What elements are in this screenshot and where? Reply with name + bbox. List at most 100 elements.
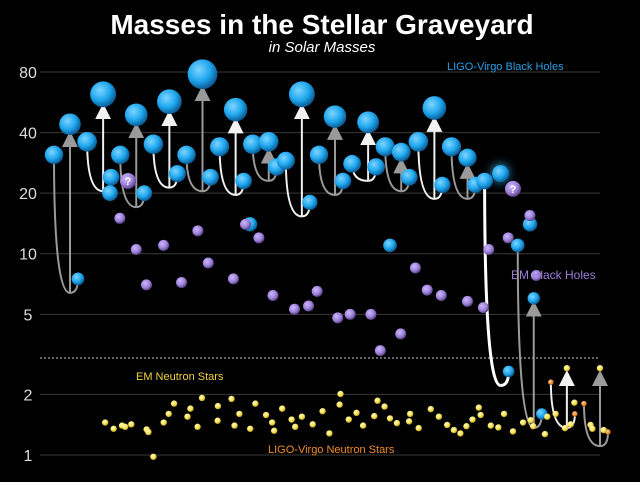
em-neutron-star — [353, 409, 360, 417]
ligo-black-hole — [400, 168, 418, 186]
ligo-black-hole — [71, 272, 85, 286]
em-neutron-star — [544, 413, 551, 420]
em-neutron-star — [198, 394, 206, 402]
y-tick-label: 80 — [19, 65, 37, 82]
ligo-black-hole — [243, 134, 263, 154]
merger-path — [583, 403, 601, 448]
ligo-black-hole — [102, 185, 118, 202]
em-neutron-star — [288, 416, 295, 423]
em-neutron-star — [552, 410, 559, 418]
em-black-hole — [502, 232, 514, 244]
em-neutron-star — [145, 428, 152, 436]
grid-lines — [40, 71, 600, 456]
em-neutron-star — [184, 413, 191, 420]
ligo-black-hole — [258, 131, 279, 152]
unknown-object — [505, 180, 521, 197]
ligo-black-hole — [334, 172, 352, 190]
em-neutron-star — [336, 401, 343, 408]
em-black-hole — [114, 212, 126, 224]
em-ns-label: EM Neutron Stars — [136, 371, 224, 383]
em-neutron-star — [101, 419, 109, 426]
ligo-black-hole — [276, 151, 295, 170]
em-neutron-star — [567, 421, 574, 428]
ligo-black-hole — [391, 142, 411, 162]
em-black-hole — [332, 312, 344, 324]
em-neutron-star — [214, 402, 222, 410]
em-neutron-star — [319, 408, 326, 415]
merger-path — [53, 154, 71, 294]
em-black-hole — [374, 345, 386, 357]
em-neutron-star — [170, 400, 178, 407]
ligo-black-hole — [383, 238, 397, 253]
ligo-black-hole — [510, 238, 525, 253]
em-neutron-star — [475, 404, 483, 411]
y-tick-label: 20 — [19, 186, 37, 203]
em-neutron-star — [194, 423, 201, 431]
merger-remnant — [596, 364, 604, 372]
em-neutron-star — [309, 421, 316, 428]
em-black-hole — [158, 239, 170, 251]
merger-path — [516, 245, 535, 429]
y-tick-label: 5 — [24, 307, 33, 324]
em-neutron-star — [435, 413, 443, 420]
em-black-hole — [524, 209, 536, 221]
ligo-black-hole — [408, 131, 429, 152]
em-neutron-star — [214, 417, 221, 424]
em-neutron-star — [247, 425, 254, 432]
em-black-hole — [267, 290, 279, 302]
em-neutron-star — [279, 405, 286, 412]
em-neutron-star — [381, 403, 388, 410]
em-neutron-star — [393, 419, 401, 427]
unknown-object — [120, 172, 136, 189]
em-neutron-star — [326, 430, 333, 437]
em-neutron-star — [268, 419, 276, 426]
ligo-black-hole — [302, 194, 318, 211]
merger-path — [284, 160, 303, 218]
ligo-black-hole — [492, 165, 510, 183]
em-black-hole — [311, 285, 323, 297]
ligo-black-hole — [367, 158, 385, 176]
unknown-marker: ? — [125, 176, 132, 188]
em-black-hole — [477, 302, 489, 314]
em-black-hole — [530, 269, 542, 281]
em-neutron-star — [110, 425, 117, 432]
ligo-ns-label: LIGO-Virgo Neutron Stars — [268, 444, 395, 456]
merger-path — [549, 382, 568, 429]
y-axis-tick-labels: 1 2 5 10 20 40 80 — [19, 65, 37, 465]
chart-subtitle: in Solar Masses — [269, 39, 376, 56]
em-black-hole — [140, 279, 152, 291]
em-neutron-star — [477, 411, 484, 419]
em-neutron-star — [374, 397, 381, 404]
em-neutron-star — [165, 410, 172, 418]
ligo-black-hole — [90, 81, 117, 108]
em-neutron-star — [509, 428, 517, 435]
ligo-black-hole — [375, 137, 395, 157]
ligo-black-hole — [111, 145, 130, 165]
ligo-black-hole — [434, 176, 451, 193]
em-neutron-star — [530, 423, 537, 430]
em-black-hole — [344, 308, 356, 320]
em-black-hole — [240, 218, 252, 230]
em-black-hole — [303, 300, 315, 312]
em-neutron-star — [427, 405, 435, 413]
em-neutron-star — [415, 424, 422, 432]
em-black-hole — [483, 243, 495, 255]
ligo-black-hole — [458, 148, 477, 167]
y-tick-label: 1 — [24, 448, 33, 465]
em-neutron-star — [228, 395, 235, 403]
ligo-neutron-star — [581, 400, 587, 407]
em-neutron-star — [405, 418, 413, 425]
em-neutron-star — [450, 426, 458, 434]
em-neutron-star — [541, 430, 549, 438]
y-tick-label: 2 — [24, 387, 33, 404]
merger-path — [483, 180, 502, 387]
em-neutron-star — [270, 427, 278, 434]
em-black-hole — [227, 273, 239, 285]
ligo-black-hole — [223, 97, 248, 122]
ligo-black-hole — [422, 96, 447, 120]
em-neutron-star — [150, 453, 157, 460]
ligo-black-hole — [124, 103, 148, 127]
chart-title: Masses in the Stellar Graveyard — [110, 9, 533, 40]
ligo-black-hole — [309, 145, 329, 165]
em-neutron-star — [561, 424, 569, 432]
